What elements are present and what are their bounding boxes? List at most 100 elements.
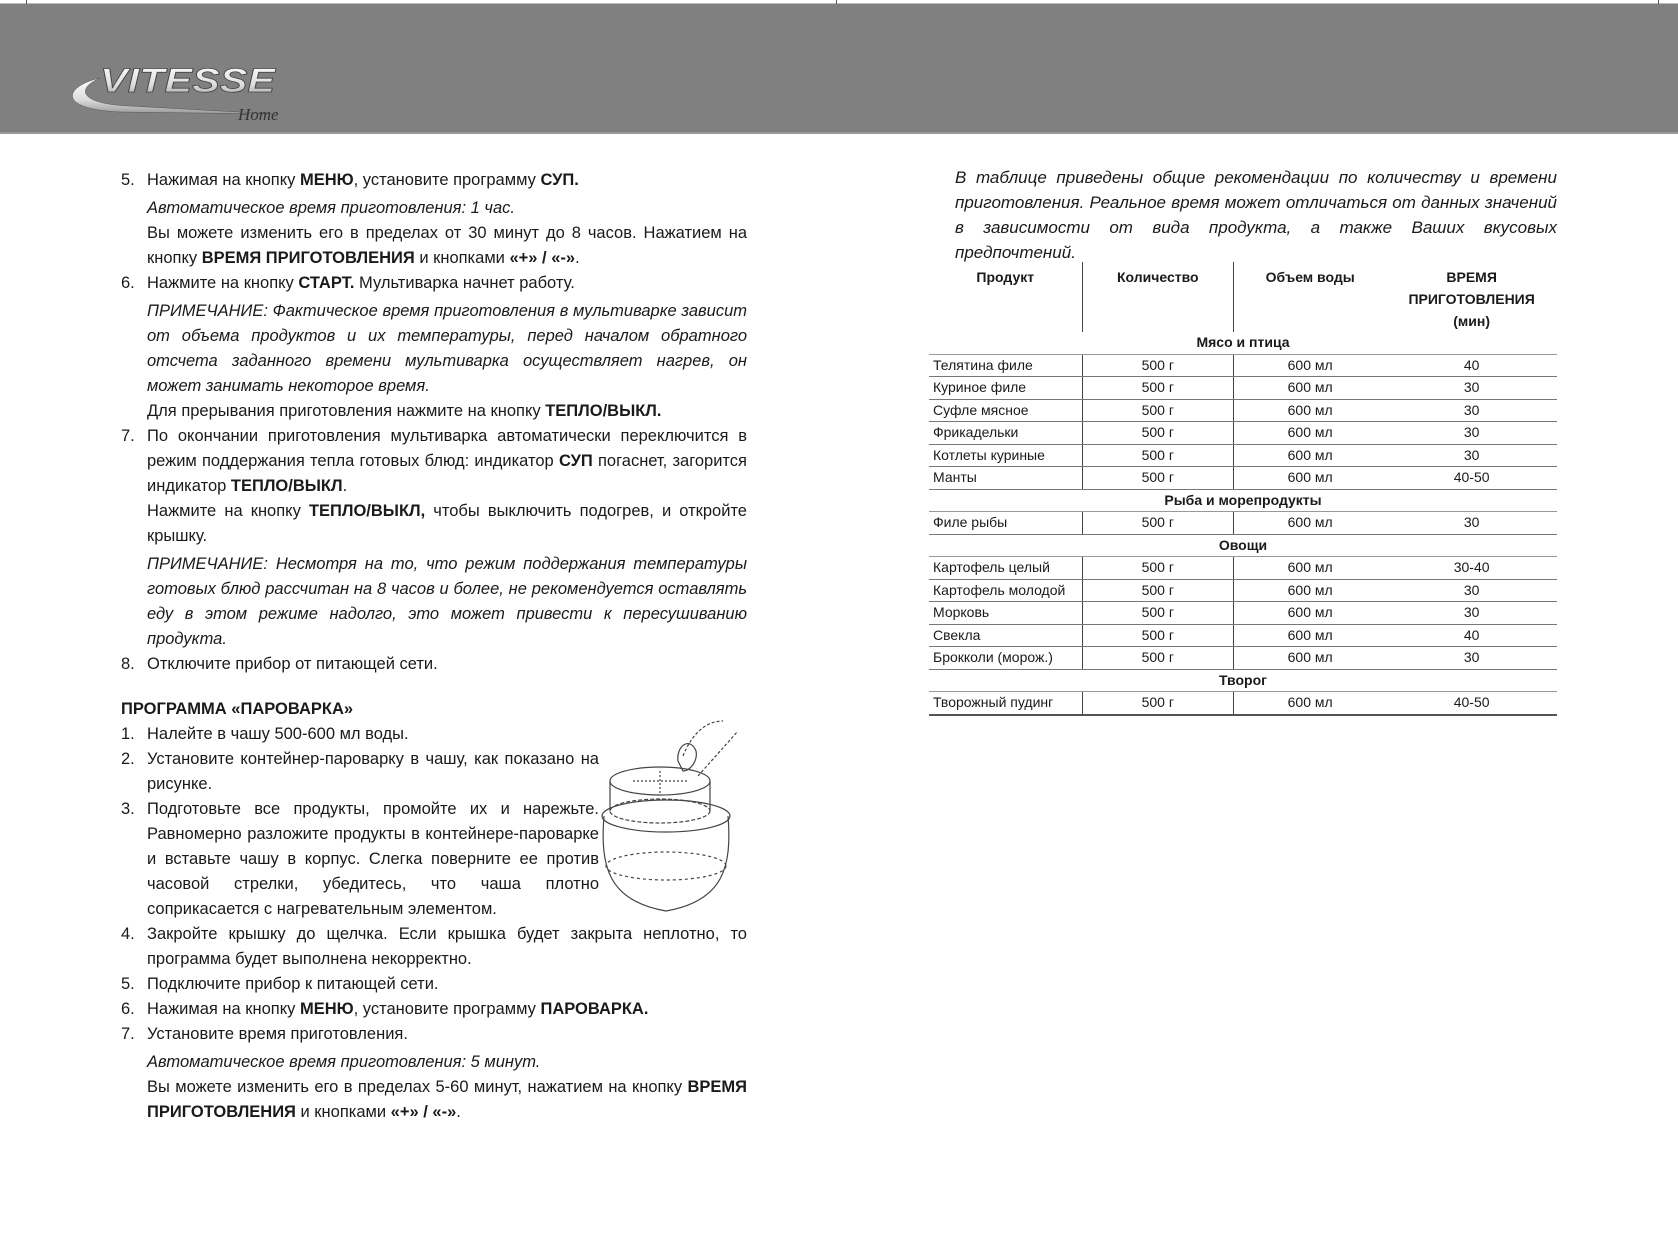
item-number: 5. <box>121 975 135 993</box>
product-cell: Котлеты куриные <box>929 444 1083 467</box>
paragraph: Для прерывания приготовления нажмите на … <box>121 399 747 424</box>
table-row: Фрикадельки 500 г 600 мл 30 <box>929 421 1557 445</box>
text-segment: , установите программу <box>353 1000 541 1018</box>
column-header-quantity: Количество <box>1082 262 1235 332</box>
item-number: 2. <box>121 750 135 768</box>
text-segment: Установите контейнер-пароварку в чашу, к… <box>147 750 599 793</box>
water-cell: 600 мл <box>1233 579 1387 602</box>
text-segment: погаснет, загорится индикатор <box>147 452 747 495</box>
item-number: 7. <box>121 427 135 445</box>
quantity-cell: 500 г <box>1082 376 1235 400</box>
page-header: VITESSE Home <box>0 4 1678 134</box>
list-item: 1. Налейте в чашу 500-600 мл воды. <box>121 722 747 747</box>
table-row: Манты 500 г 600 мл 40-50 <box>929 466 1557 490</box>
water-cell: 600 мл <box>1233 421 1387 445</box>
item-number: 7. <box>121 1025 135 1043</box>
table-row: Суфле мясное 500 г 600 мл 30 <box>929 399 1557 422</box>
text-segment: Закройте крышку до щелчка. Если крышка б… <box>147 925 747 968</box>
product-cell: Картофель молодой <box>929 579 1083 602</box>
bold-term: ТЕПЛО/ВЫКЛ <box>230 477 343 495</box>
bold-term: «+» / «-» <box>390 1103 457 1121</box>
text-segment: Отключите прибор от питающей сети. <box>147 655 438 673</box>
water-cell: 600 мл <box>1233 691 1387 716</box>
product-cell: Манты <box>929 466 1083 490</box>
text-segment: По окончании приготовления мультиварка а… <box>147 427 747 470</box>
note-paragraph: Автоматическое время приготовления: 5 ми… <box>121 1050 747 1075</box>
table-row: Картофель молодой 500 г 600 мл 30 <box>929 579 1557 602</box>
quantity-cell: 500 г <box>1082 624 1235 647</box>
text-segment: . <box>575 249 580 267</box>
item-number: 4. <box>121 925 135 943</box>
column-header-water: Объем воды <box>1265 269 1355 285</box>
quantity-cell: 500 г <box>1082 579 1235 602</box>
water-cell: 600 мл <box>1233 624 1387 647</box>
steamer-instructions: 1. Налейте в чашу 500-600 мл воды. 2. Устан… <box>121 722 747 1125</box>
text-segment: Подготовьте все продукты, промойте их и … <box>147 800 599 918</box>
bold-term: ТЕПЛО/ВЫКЛ, <box>308 502 426 520</box>
list-item: 4. Закройте крышку до щелчка. Если крышка… <box>121 922 747 972</box>
water-cell: 600 мл <box>1233 601 1387 625</box>
note-paragraph: ПРИМЕЧАНИЕ: Несмотря на то, что режим по… <box>121 552 747 652</box>
item-number: 6. <box>121 274 135 292</box>
list-item: 3. Подготовьте все продукты, промойте их … <box>121 797 599 922</box>
product-cell: Фрикадельки <box>929 421 1083 445</box>
text-segment: Подключите прибор к питающей сети. <box>147 975 439 993</box>
text-segment: Автоматическое время приготовления: 1 ча… <box>147 199 515 217</box>
text-segment: Налейте в чашу 500-600 мл воды. <box>147 725 409 743</box>
table-row: Филе рыбы 500 г 600 мл 30 <box>929 511 1557 535</box>
bold-term: ВРЕМЯ ПРИГОТОВЛЕНИЯ <box>147 1078 747 1121</box>
list-item: 7. Установите время приготовления. <box>121 1022 747 1047</box>
quantity-cell: 500 г <box>1082 399 1235 422</box>
section-title: Творог <box>929 669 1557 692</box>
time-cell: 30 <box>1386 376 1557 400</box>
text-segment: ПРИМЕЧАНИЕ: Фактическое время приготовле… <box>147 302 747 395</box>
product-cell: Творожный пудинг <box>929 691 1083 716</box>
column-header-time: ВРЕМЯ ПРИГОТОВЛЕНИЯ (мин) <box>1408 269 1535 329</box>
product-cell: Морковь <box>929 601 1083 625</box>
bold-term: ПАРОВАРКА. <box>540 1000 649 1018</box>
column-header-product: Продукт <box>929 262 1083 332</box>
text-segment: и кнопками <box>295 1103 391 1121</box>
text-segment: Мультиварка начнет работу. <box>354 274 575 292</box>
time-cell: 30 <box>1386 399 1557 422</box>
text-segment: Автоматическое время приготовления: 5 ми… <box>147 1053 541 1071</box>
water-cell: 600 мл <box>1233 466 1387 490</box>
bold-term: МЕНЮ <box>299 1000 354 1018</box>
time-cell: 30 <box>1386 421 1557 445</box>
product-cell: Суфле мясное <box>929 399 1083 422</box>
bold-term: СУП <box>558 452 593 470</box>
text-segment: . <box>342 477 348 495</box>
product-cell: Свекла <box>929 624 1083 647</box>
text-segment: Вы можете изменить его в пределах от 30 … <box>147 224 747 267</box>
table-row: Свекла 500 г 600 мл 40 <box>929 624 1557 647</box>
cooking-time-table: Продукт Количество Объем воды ВРЕМЯ ПРИГ… <box>929 262 1557 716</box>
list-item: 6. Нажимая на кнопку МЕНЮ, установите про… <box>121 997 747 1022</box>
paragraph: Вы можете изменить его в пределах 5-60 м… <box>121 1075 747 1125</box>
time-cell: 30-40 <box>1386 556 1557 580</box>
quantity-cell: 500 г <box>1082 466 1235 490</box>
bold-term: СТАРТ. <box>298 274 355 292</box>
paragraph: Вы можете изменить его в пределах от 30 … <box>121 221 747 271</box>
quantity-cell: 500 г <box>1082 421 1235 445</box>
list-item: 5. Подключите прибор к питающей сети. <box>121 972 747 997</box>
time-cell: 40 <box>1386 354 1557 377</box>
section-title: Мясо и птица <box>929 332 1557 355</box>
section-row: Рыба и морепродукты <box>929 489 1557 512</box>
list-item: 8. Отключите прибор от питающей сети. <box>121 652 747 677</box>
time-cell: 40-50 <box>1386 466 1557 490</box>
water-cell: 600 мл <box>1233 646 1387 670</box>
svg-text:VITESSE: VITESSE <box>100 62 277 100</box>
steamer-program-heading: ПРОГРАММА «ПАРОВАРКА» <box>121 700 354 718</box>
bold-term: ТЕПЛО/ВЫКЛ. <box>545 402 662 420</box>
text-segment: ПРИМЕЧАНИЕ: Несмотря на то, что режим по… <box>147 555 747 648</box>
list-item: 5. Нажимая на кнопку МЕНЮ, установите про… <box>121 168 747 193</box>
water-cell: 600 мл <box>1233 376 1387 400</box>
product-cell: Куриное филе <box>929 376 1083 400</box>
crop-mark <box>26 0 27 6</box>
table-intro-note: В таблице приведены общие рекомендации п… <box>955 168 1557 262</box>
product-cell: Брокколи (морож.) <box>929 646 1083 670</box>
crop-mark <box>1658 0 1659 6</box>
section-row: Творог <box>929 669 1557 692</box>
bold-term: ВРЕМЯ ПРИГОТОВЛЕНИЯ <box>201 249 415 267</box>
water-cell: 600 мл <box>1233 511 1387 535</box>
